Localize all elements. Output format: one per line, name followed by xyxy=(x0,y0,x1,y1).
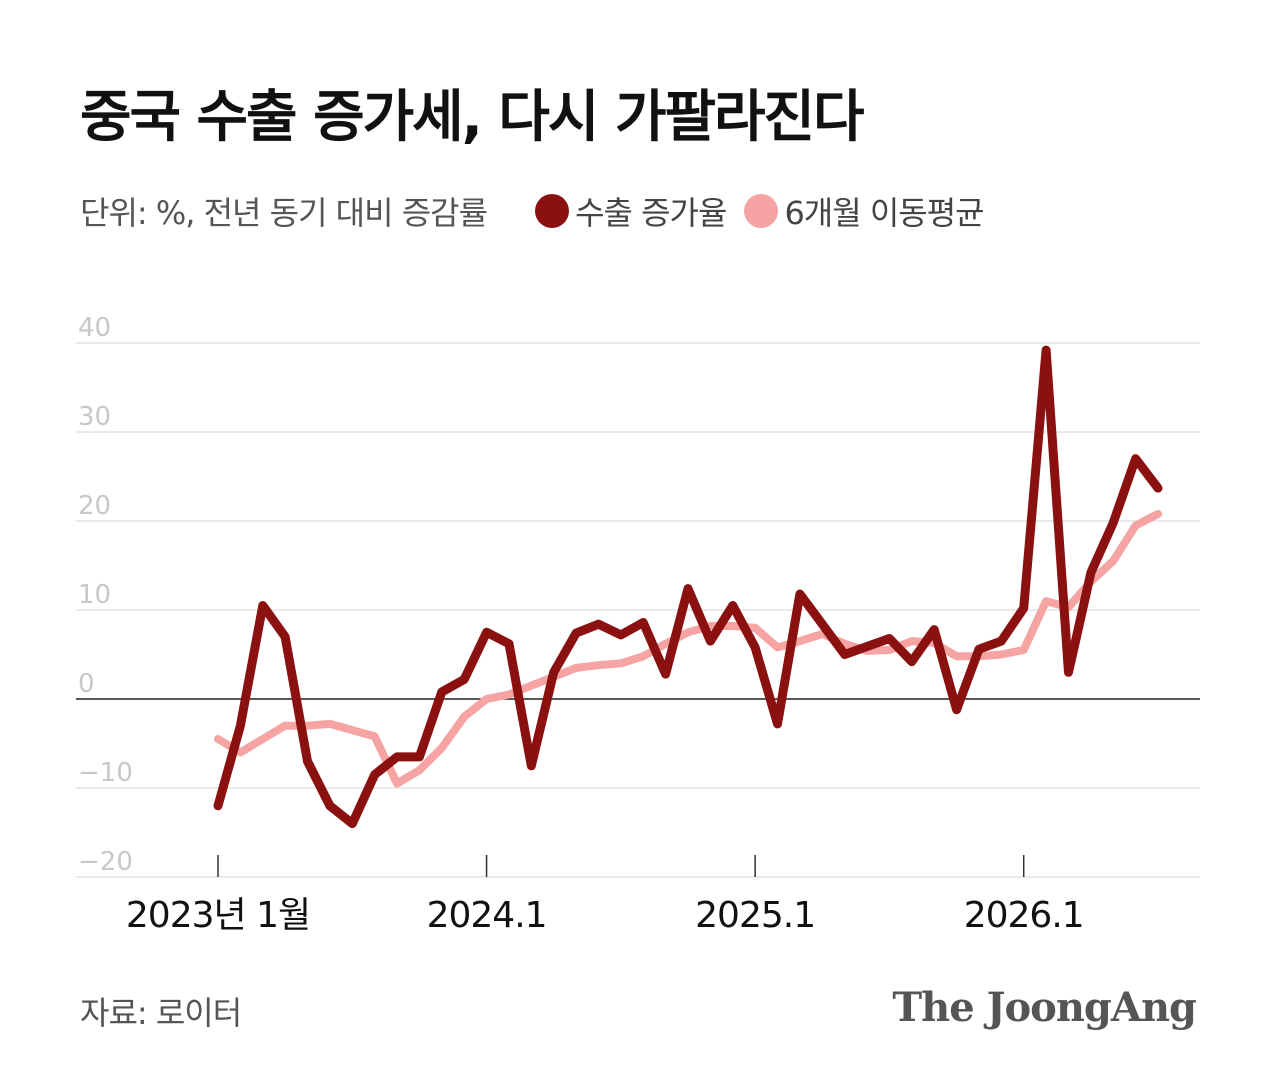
y-tick-label: −10 xyxy=(78,758,133,788)
y-tick-label: −20 xyxy=(78,847,133,877)
series-line-moving-average xyxy=(214,509,1162,788)
series-layer xyxy=(213,345,1163,829)
x-tick-label: 2023년 1월 xyxy=(126,895,310,936)
subtitle-row: 단위: %, 전년 동기 대비 증감률 수출 증가율 6개월 이동평균 xyxy=(80,188,1002,234)
legend-item-moving-average: 6개월 이동평균 xyxy=(744,188,985,234)
legend-item-exports: 수출 증가율 xyxy=(535,188,727,234)
grid-layer: 40 30 20 10 0 −10 −20 xyxy=(76,313,1200,878)
x-tick-label: 2024.1 xyxy=(427,895,547,936)
y-tick-label: 30 xyxy=(78,402,111,432)
legend-label-exports: 수출 증가율 xyxy=(575,194,727,232)
brand-logo: The JoongAng xyxy=(892,984,1197,1031)
x-tick-label: 2025.1 xyxy=(695,895,815,936)
unit-label: 단위: %, 전년 동기 대비 증감률 xyxy=(80,194,488,232)
legend-dot-exports-icon xyxy=(535,194,570,228)
x-tick-label: 2026.1 xyxy=(964,895,1084,936)
legend-label-moving-average: 6개월 이동평균 xyxy=(784,194,984,232)
y-tick-label: 0 xyxy=(78,669,95,699)
y-tick-label: 20 xyxy=(78,491,111,521)
legend-dot-moving-average-icon xyxy=(744,194,779,228)
y-tick-label: 40 xyxy=(78,313,111,343)
chart-title: 중국 수출 증가세, 다시 가팔라진다 xyxy=(80,85,865,150)
source-label: 자료: 로이터 xyxy=(80,994,242,1032)
x-axis: 2023년 1월 2024.1 2025.1 2026.1 xyxy=(126,855,1085,936)
series-line-exports xyxy=(213,345,1163,829)
y-tick-label: 10 xyxy=(78,580,111,610)
